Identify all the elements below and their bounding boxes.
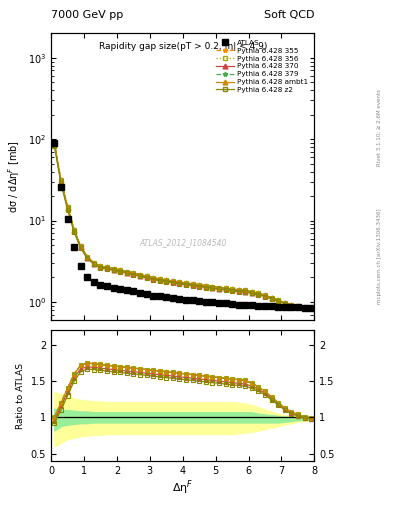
X-axis label: Δη$^F$: Δη$^F$ [172, 478, 193, 497]
Text: Rivet 3.1.10; ≥ 2.6M events: Rivet 3.1.10; ≥ 2.6M events [377, 90, 382, 166]
Text: ATLAS_2012_I1084540: ATLAS_2012_I1084540 [139, 238, 226, 247]
Text: 7000 GeV pp: 7000 GeV pp [51, 10, 123, 20]
Text: mcplots.cern.ch [arXiv:1306.3436]: mcplots.cern.ch [arXiv:1306.3436] [377, 208, 382, 304]
Legend: ATLAS, Pythia 6.428 355, Pythia 6.428 356, Pythia 6.428 370, Pythia 6.428 379, P: ATLAS, Pythia 6.428 355, Pythia 6.428 35… [216, 40, 308, 93]
Text: Rapidity gap size(pT > 0.2, |η| < 4.9): Rapidity gap size(pT > 0.2, |η| < 4.9) [99, 42, 267, 51]
Text: Soft QCD: Soft QCD [264, 10, 314, 20]
Y-axis label: dσ / dΔη$^F$ [mb]: dσ / dΔη$^F$ [mb] [6, 140, 22, 213]
Y-axis label: Ratio to ATLAS: Ratio to ATLAS [16, 362, 25, 429]
